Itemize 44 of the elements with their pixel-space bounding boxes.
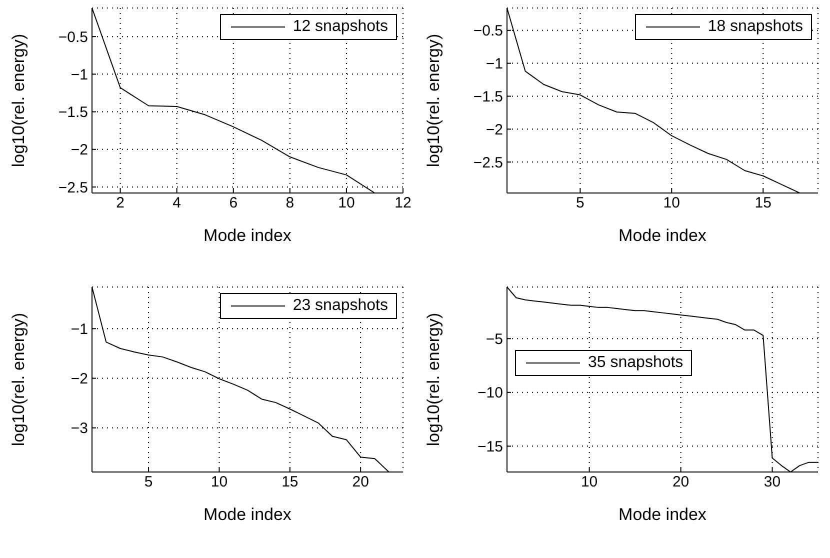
- x-axis-title: Mode index: [204, 226, 292, 245]
- y-tick-label: −2.5: [473, 154, 503, 172]
- legend-label: 23 snapshots: [292, 297, 388, 315]
- y-tick-label: −2: [70, 370, 88, 388]
- y-tick-label: −2.5: [58, 179, 88, 196]
- x-tick-label: 10: [663, 194, 680, 212]
- y-axis-title: log10(rel. energy): [9, 34, 28, 168]
- legend-label: 12 snapshots: [292, 18, 388, 36]
- y-tick-label: −2: [70, 142, 88, 159]
- x-tick-label: 15: [282, 474, 298, 491]
- x-tick-label: 30: [764, 474, 781, 491]
- y-tick-label: −3: [70, 420, 88, 438]
- y-tick-label: −1: [486, 56, 503, 73]
- legend-label: 18 snapshots: [708, 18, 803, 36]
- x-tick-label: 10: [210, 474, 228, 491]
- y-tick-label: −10: [478, 384, 503, 402]
- x-tick-label: 20: [672, 474, 690, 491]
- y-tick-label: −1.5: [473, 88, 503, 106]
- x-tick-label: 12: [394, 194, 412, 212]
- x-axis-title: Mode index: [618, 505, 707, 524]
- x-axis-title: Mode index: [618, 226, 707, 245]
- y-tick-label: −1: [70, 66, 88, 84]
- y-tick-label: −1.5: [58, 104, 88, 122]
- y-tick-label: −2: [486, 121, 503, 138]
- y-tick-label: −5: [486, 330, 503, 348]
- x-tick-label: 2: [116, 194, 124, 212]
- x-tick-label: 4: [172, 194, 181, 212]
- y-tick-label: −1: [70, 320, 88, 338]
- x-tick-label: 5: [576, 194, 584, 212]
- x-tick-label: 20: [352, 474, 369, 491]
- y-tick-label: −0.5: [58, 28, 88, 46]
- y-axis-title: log10(rel. energy): [424, 312, 444, 446]
- x-axis-title: Mode index: [204, 505, 292, 524]
- y-tick-label: −0.5: [473, 22, 503, 40]
- x-tick-label: 10: [338, 194, 355, 212]
- x-tick-label: 15: [754, 194, 772, 212]
- y-axis-title: log10(rel. energy): [9, 312, 28, 446]
- x-tick-label: 10: [580, 474, 598, 491]
- legend-label: 35 snapshots: [588, 354, 684, 372]
- y-tick-label: −15: [478, 438, 503, 456]
- x-tick-label: 6: [229, 194, 238, 212]
- x-tick-label: 5: [144, 474, 153, 491]
- x-tick-label: 8: [286, 194, 294, 212]
- y-axis-title: log10(rel. energy): [424, 34, 444, 168]
